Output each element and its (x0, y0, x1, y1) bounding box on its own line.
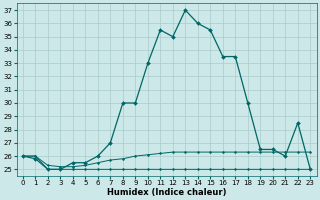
X-axis label: Humidex (Indice chaleur): Humidex (Indice chaleur) (107, 188, 226, 197)
